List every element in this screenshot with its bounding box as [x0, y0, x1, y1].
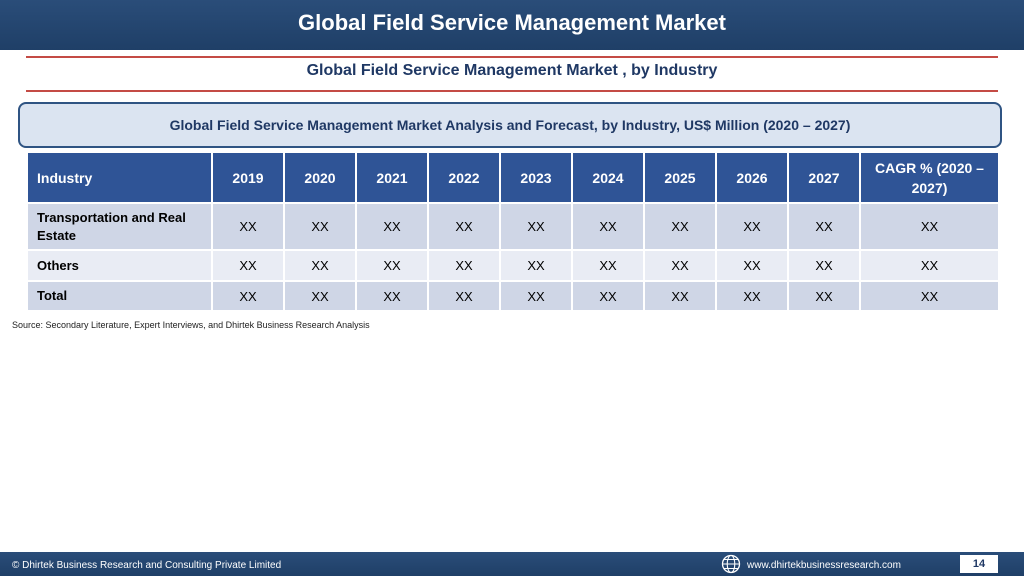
header-2020: 2020: [283, 151, 357, 204]
table-cell: XX: [715, 249, 789, 282]
header-2026: 2026: [715, 151, 789, 204]
header-cagr: CAGR % (2020 – 2027): [859, 151, 1000, 204]
table-cell: XX: [571, 249, 645, 282]
table-cell: XX: [427, 280, 501, 312]
table-cell: XX: [787, 249, 861, 282]
table-cell: XX: [787, 280, 861, 312]
row-label: Total: [26, 280, 213, 312]
analysis-title-box: Global Field Service Management Market A…: [18, 102, 1002, 148]
table-cell: XX: [355, 249, 429, 282]
table-cell: XX: [643, 202, 717, 251]
table-row: Total XX XX XX XX XX XX XX XX XX XX: [26, 280, 1000, 312]
source-note: Source: Secondary Literature, Expert Int…: [12, 320, 370, 330]
website-link[interactable]: www.dhirtekbusinessresearch.com: [747, 560, 901, 571]
table-cell: XX: [427, 249, 501, 282]
page-title: Global Field Service Management Market: [298, 10, 726, 35]
header-industry: Industry: [26, 151, 213, 204]
table-row: Others XX XX XX XX XX XX XX XX XX XX: [26, 249, 1000, 282]
table-cell: XX: [571, 280, 645, 312]
analysis-title: Global Field Service Management Market A…: [169, 117, 851, 133]
row-label: Others: [26, 249, 213, 282]
table-cell: XX: [859, 280, 1000, 312]
table-cell: XX: [355, 280, 429, 312]
header-2023: 2023: [499, 151, 573, 204]
header-2024: 2024: [571, 151, 645, 204]
table-header-row: Industry 2019 2020 2021 2022 2023 2024 2…: [26, 151, 1000, 204]
table-cell: XX: [715, 280, 789, 312]
table-cell: XX: [211, 249, 285, 282]
divider-top: [26, 56, 998, 58]
table-cell: XX: [499, 202, 573, 251]
market-table: Industry 2019 2020 2021 2022 2023 2024 2…: [26, 151, 1000, 312]
footer-bar: © Dhirtek Business Research and Consulti…: [0, 552, 1024, 576]
page-number: 14: [960, 555, 998, 573]
section-subtitle: Global Field Service Management Market ,…: [306, 62, 718, 79]
table-cell: XX: [211, 202, 285, 251]
table-row: Transportation and Real Estate XX XX XX …: [26, 202, 1000, 251]
header-2019: 2019: [211, 151, 285, 204]
table-cell: XX: [355, 202, 429, 251]
globe-icon: [721, 554, 741, 574]
table-cell: XX: [427, 202, 501, 251]
table-cell: XX: [211, 280, 285, 312]
table-cell: XX: [283, 249, 357, 282]
table-cell: XX: [643, 280, 717, 312]
header-2021: 2021: [355, 151, 429, 204]
header-2025: 2025: [643, 151, 717, 204]
header-2022: 2022: [427, 151, 501, 204]
divider-bottom: [26, 90, 998, 92]
table-cell: XX: [283, 280, 357, 312]
row-label: Transportation and Real Estate: [26, 202, 213, 251]
table-cell: XX: [859, 202, 1000, 251]
top-banner: Global Field Service Management Market: [0, 0, 1024, 50]
table-cell: XX: [499, 280, 573, 312]
header-2027: 2027: [787, 151, 861, 204]
table-cell: XX: [571, 202, 645, 251]
table-cell: XX: [283, 202, 357, 251]
table-cell: XX: [787, 202, 861, 251]
copyright-text: © Dhirtek Business Research and Consulti…: [12, 560, 282, 571]
table-cell: XX: [715, 202, 789, 251]
table-cell: XX: [643, 249, 717, 282]
table-cell: XX: [499, 249, 573, 282]
table-cell: XX: [859, 249, 1000, 282]
